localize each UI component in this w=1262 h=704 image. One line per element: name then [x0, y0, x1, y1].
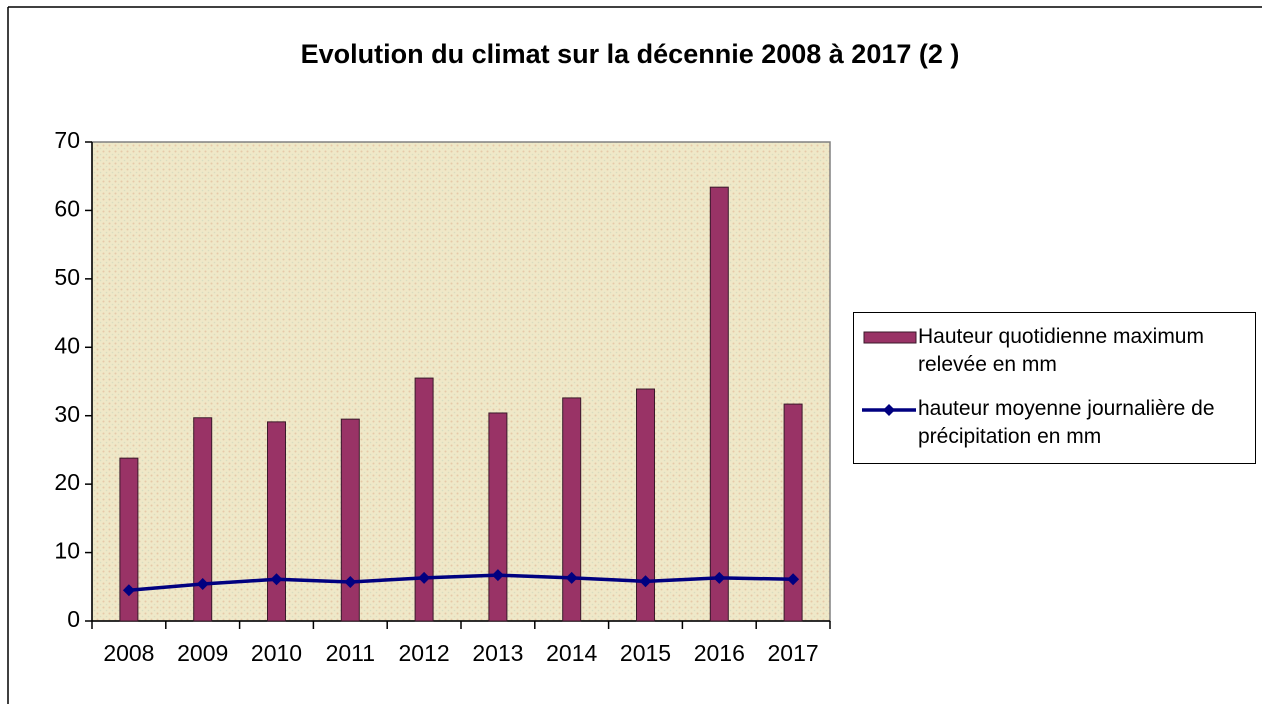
y-tick-label: 40: [54, 332, 80, 358]
marker: [344, 575, 357, 588]
y-tick-label: 30: [54, 401, 80, 427]
x-tick-label: 2009: [177, 640, 228, 666]
swatch: [863, 331, 917, 344]
bar: [783, 403, 803, 622]
legend-label: hauteur moyenne journalière de précipita…: [918, 397, 1215, 448]
legend-swatch: [862, 404, 916, 416]
marker: [787, 573, 800, 586]
y-tick-label: 60: [54, 196, 80, 222]
y-tick-label: 50: [54, 264, 80, 290]
legend-swatch: [863, 331, 917, 344]
bar: [193, 417, 213, 622]
bar: [340, 418, 360, 622]
bar: [709, 186, 729, 622]
bar: [119, 457, 139, 622]
x-tick-label: 2008: [103, 640, 154, 666]
legend-label: Hauteur quotidienne maximum relevée en m…: [918, 325, 1204, 376]
bar: [636, 388, 655, 622]
marker: [639, 575, 652, 588]
x-tick-label: 2011: [326, 640, 375, 666]
legend: Hauteur quotidienne maximum relevée en m…: [853, 312, 1256, 464]
y-tick-label: 70: [54, 127, 80, 153]
x-tick-label: 2015: [620, 640, 671, 666]
marker: [565, 571, 578, 584]
x-tick-label: 2013: [472, 640, 523, 666]
bar: [562, 397, 582, 622]
swatch: [883, 404, 895, 416]
x-tick-label: 2016: [694, 640, 745, 666]
marker: [713, 571, 726, 584]
x-tick-label: 2017: [768, 640, 819, 666]
x-tick-label: 2014: [546, 640, 597, 666]
marker: [418, 571, 431, 584]
plot-area: [91, 141, 831, 622]
y-tick-label: 10: [54, 538, 80, 564]
bar: [488, 412, 508, 622]
marker: [122, 584, 135, 597]
marker: [196, 578, 209, 591]
y-tick-label: 0: [67, 606, 80, 632]
bar: [267, 421, 286, 622]
bar: [414, 377, 434, 622]
line: [128, 573, 794, 592]
y-tick-label: 20: [54, 469, 80, 495]
x-tick-label: 2010: [251, 640, 302, 666]
marker: [491, 569, 504, 582]
x-tick-label: 2012: [399, 640, 450, 666]
marker: [270, 573, 283, 586]
chart-title: Evolution du climat sur la décennie 2008…: [301, 39, 960, 69]
